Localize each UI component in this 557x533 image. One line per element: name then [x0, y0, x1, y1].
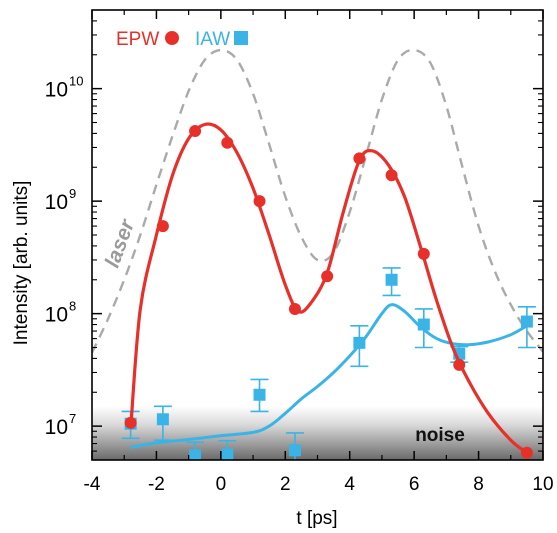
epw-point — [253, 195, 266, 208]
x-tick-label: 10 — [532, 474, 553, 495]
iaw-point — [520, 315, 533, 328]
legend: EPW IAW — [116, 29, 248, 50]
y-tick-label-base: 10 — [45, 304, 68, 327]
y-axis-label: Intensity [arb. units] — [11, 181, 32, 346]
x-axis-label: t [ps] — [296, 508, 337, 529]
legend-marker-iaw — [234, 31, 248, 45]
y-tick-label-exponent: 9 — [69, 186, 76, 201]
y-tick-label-base: 10 — [45, 79, 68, 102]
iaw-point — [253, 388, 266, 401]
epw-point — [353, 152, 366, 165]
x-tick-label: 4 — [344, 474, 355, 495]
y-tick-label: 10 9 — [45, 186, 77, 214]
y-tick-label-base: 10 — [45, 191, 68, 214]
epw-point — [453, 358, 466, 371]
legend-label-epw: EPW — [116, 29, 159, 50]
y-tick-label: 10 7 — [45, 411, 77, 439]
epw-point — [156, 220, 169, 233]
plot-content — [92, 48, 543, 460]
epw-point — [288, 302, 301, 315]
iaw-point — [288, 444, 301, 457]
y-tick-label: 10 8 — [45, 299, 77, 327]
x-tick-label: -2 — [148, 474, 165, 495]
y-tick-label-exponent: 8 — [69, 299, 76, 314]
iaw-point — [417, 318, 430, 331]
laser-label: laser — [101, 215, 140, 271]
iaw-point — [189, 449, 202, 460]
legend-label-iaw: IAW — [195, 29, 230, 50]
epw-fit-curve — [129, 122, 528, 455]
y-tick-label-base: 10 — [45, 416, 68, 439]
epw-point — [321, 270, 334, 283]
iaw-point — [385, 273, 398, 286]
legend-marker-epw — [165, 31, 179, 45]
epw-point — [520, 446, 533, 459]
iaw-point — [353, 336, 366, 349]
epw-point — [189, 125, 202, 138]
x-tick-label: -4 — [84, 474, 101, 495]
y-tick-label: 10 10 — [45, 74, 84, 102]
x-tick-label: 8 — [473, 474, 484, 495]
x-tick-label: 6 — [409, 474, 420, 495]
epw-point — [124, 416, 137, 429]
iaw-point — [221, 448, 234, 460]
x-tick-label: 2 — [280, 474, 291, 495]
laser-curve — [92, 48, 543, 354]
y-tick-label-exponent: 7 — [69, 411, 76, 426]
epw-point — [385, 169, 398, 182]
y-tick-label-exponent: 10 — [69, 74, 83, 89]
epw-point — [221, 136, 234, 149]
epw-point — [417, 247, 430, 260]
x-tick-label: 0 — [216, 474, 227, 495]
noise-label: noise — [415, 425, 465, 446]
iaw-point — [156, 413, 169, 426]
